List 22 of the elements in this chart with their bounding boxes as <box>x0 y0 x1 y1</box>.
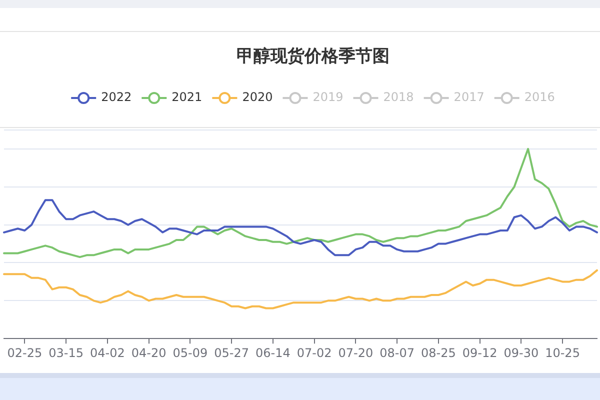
legend-label: 2021 <box>172 90 202 104</box>
x-tick-label: 08-07 <box>380 346 414 360</box>
legend-label: 2018 <box>383 90 414 104</box>
x-tick-label: 02-25 <box>7 346 42 360</box>
x-tick-label: 05-09 <box>172 346 208 360</box>
legend-label: 2022 <box>101 90 132 104</box>
x-tick-label: 04-20 <box>131 346 166 360</box>
legend-label: 2019 <box>312 90 344 104</box>
x-tick-label: 04-02 <box>90 346 125 360</box>
x-tick-label: 08-25 <box>420 346 456 360</box>
x-tick-label: 09-30 <box>504 346 539 360</box>
x-tick-label: 05-27 <box>214 346 249 360</box>
chart-title: 甲醇现货价格季节图 <box>236 46 390 66</box>
x-tick-label: 07-20 <box>338 346 374 360</box>
x-tick-label: 10-25 <box>545 346 580 360</box>
x-tick-label: 07-02 <box>296 346 332 360</box>
x-tick-label: 09-12 <box>462 346 498 360</box>
legend-label: 2020 <box>242 90 273 104</box>
x-tick-label: 03-15 <box>48 346 84 360</box>
x-tick-label: 06-14 <box>255 346 290 360</box>
legend-label: 2016 <box>524 90 555 104</box>
legend-label: 2017 <box>454 90 484 104</box>
